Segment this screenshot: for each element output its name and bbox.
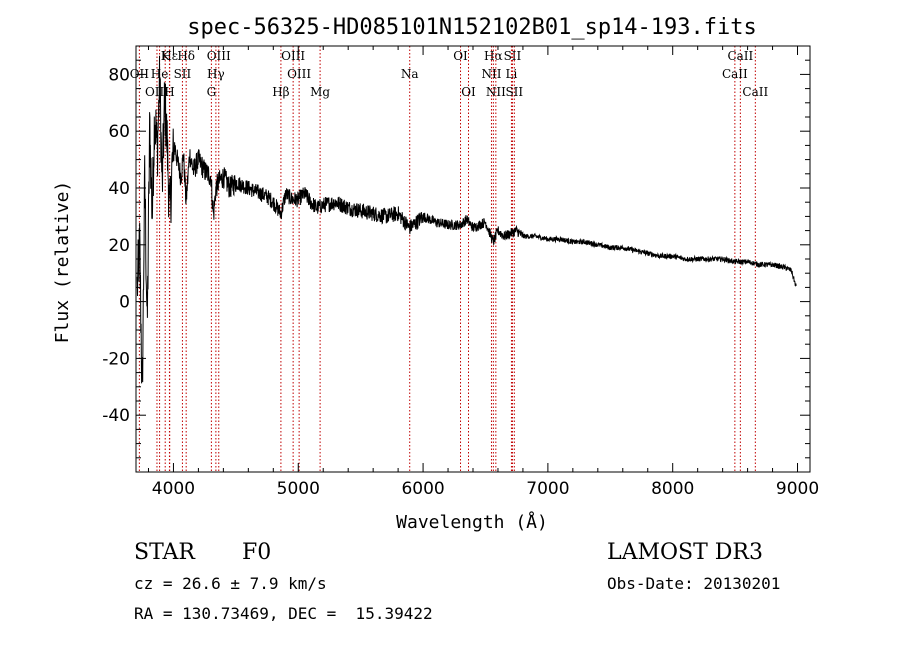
x-tick-label: 9000 — [776, 479, 819, 499]
y-tick-label: -40 — [102, 406, 130, 426]
y-tick-label: -20 — [102, 349, 130, 369]
line-marker-label: OIII — [281, 49, 305, 63]
y-tick-label: 20 — [108, 236, 130, 256]
chart-title: spec-56325-HD085101N152102B01_sp14-193.f… — [187, 15, 757, 40]
line-marker-label: OIII — [287, 67, 311, 81]
line-marker-label: CaII — [722, 67, 748, 81]
line-marker-label: CaII — [742, 85, 768, 99]
line-marker-label: K — [161, 49, 171, 63]
line-marker-label: Na — [401, 67, 419, 81]
line-marker-label: CaII — [727, 49, 753, 63]
line-marker-label: Hα — [484, 49, 503, 63]
line-marker-label: Hδ — [177, 49, 195, 63]
line-marker-label: OIII — [145, 85, 169, 99]
line-marker-label: SII — [504, 49, 522, 63]
y-tick-label: 60 — [108, 122, 130, 142]
line-marker-label: G — [207, 85, 217, 99]
line-marker-label: SII — [174, 67, 192, 81]
line-marker-label: OI — [453, 49, 468, 63]
line-marker-label: NII — [481, 67, 501, 81]
line-marker-label: Li — [506, 67, 518, 81]
y-tick-label: 0 — [119, 293, 130, 313]
x-tick-label: 5000 — [277, 479, 320, 499]
y-tick-label: 40 — [108, 179, 130, 199]
line-marker-label: NII — [486, 85, 506, 99]
object-class: STAR — [134, 540, 195, 565]
y-axis-label: Flux (relative) — [52, 181, 73, 344]
spectrum-chart: spec-56325-HD085101N152102B01_sp14-193.f… — [52, 15, 819, 533]
line-marker-label: Mg — [310, 85, 330, 99]
sky-coordinates: RA = 130.73469, DEC = 15.39422 — [134, 604, 433, 623]
line-marker-label: Hγ — [207, 67, 225, 81]
y-tick-label: 80 — [108, 65, 130, 85]
line-marker-label: SII — [505, 85, 523, 99]
x-axis-label: Wavelength (Å) — [396, 511, 548, 533]
plot-frame — [135, 45, 811, 473]
axis-tick-layer: 4000 5000 6000 7000 8000 9000 -40 -20 0 20 40 60 80 — [102, 45, 819, 499]
redshift-value: cz = 26.6 ± 7.9 km/s — [134, 574, 327, 593]
line-marker-label: OIII — [207, 49, 231, 63]
line-marker-label: OI — [461, 85, 476, 99]
object-subclass: F0 — [242, 540, 272, 565]
line-marker-label: Hβ — [272, 85, 289, 99]
survey-name: LAMOST DR3 — [607, 540, 763, 565]
x-tick-label: 8000 — [651, 479, 694, 499]
flux-spectrum-line — [136, 55, 797, 384]
x-tick-label: 7000 — [526, 479, 569, 499]
x-tick-label: 4000 — [152, 479, 195, 499]
observation-date: Obs-Date: 20130201 — [607, 574, 781, 593]
line-marker-label: H — [164, 85, 174, 99]
x-tick-label: 6000 — [401, 479, 444, 499]
